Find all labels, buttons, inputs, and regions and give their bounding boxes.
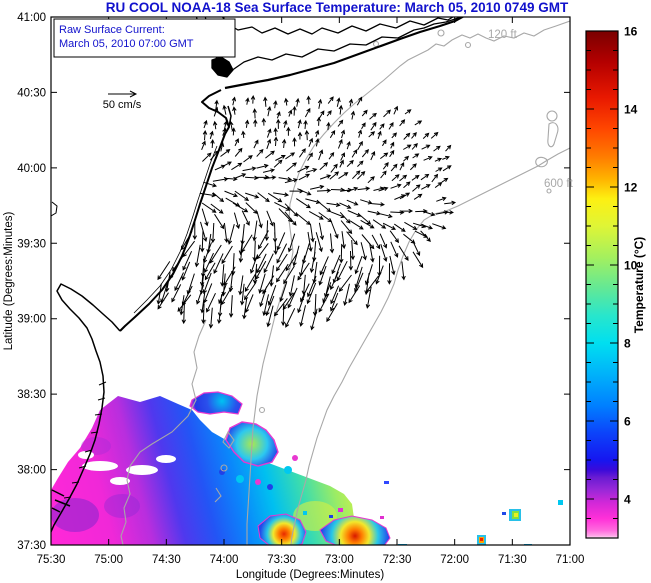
sst-cold-core [51, 498, 99, 532]
quiver-scale: 50 cm/s [103, 90, 142, 111]
colorbar-tick-label: 8 [624, 337, 631, 351]
sst-hot-left [257, 513, 307, 545]
x-tick-label: 72:00 [440, 554, 469, 566]
sst-speck [292, 455, 298, 461]
sst-speck-cluster [477, 535, 486, 545]
cloud-gap [156, 455, 176, 463]
x-axis-label: Longitude (Degrees:Minutes) [236, 569, 384, 581]
y-axis-label: Latitude (Degrees:Minutes) [3, 211, 15, 350]
plot-frame [50, 16, 571, 546]
x-tick-label: 74:30 [152, 554, 181, 566]
colorbar-bar [585, 30, 619, 539]
y-tick-label: 37:30 [17, 540, 46, 552]
contour-islet [214, 487, 222, 503]
annotation-line2: March 05, 2010 07:00 GMT [59, 38, 194, 50]
x-tick-label: 71:30 [498, 554, 527, 566]
y-tick-label: 41:00 [17, 12, 46, 24]
colorbar-label: Temperature (°C) [632, 237, 646, 334]
colorbar-tick-label: 6 [624, 415, 631, 429]
coast-long-island-south [224, 17, 465, 90]
x-tick-label: 74:00 [210, 554, 239, 566]
sst-speck [488, 548, 494, 551]
colorbar: 4 6 8 10 12 14 16 Temperature (°C) [585, 25, 646, 539]
coast-nyc [211, 56, 234, 78]
coast-creek [51, 201, 58, 217]
y-tick-label: 39:30 [17, 238, 46, 250]
bathymetry-contours [120, 20, 570, 545]
sst-speck [329, 515, 333, 518]
sst-speck [255, 479, 261, 485]
contour-islet [372, 40, 380, 48]
colorbar-tick-label: 12 [624, 181, 638, 195]
x-tick-label: 75:30 [37, 554, 66, 566]
x-tick-label: 73:30 [267, 554, 296, 566]
annotation-line1: Raw Surface Current: [59, 24, 165, 36]
contour-islet [546, 110, 558, 122]
current-vector-arrows [156, 95, 457, 331]
sst-speck [267, 484, 273, 490]
colorbar-tick-label: 16 [624, 25, 638, 39]
colorbar-tick-label: 4 [624, 493, 631, 507]
x-tick-label: 73:00 [325, 554, 354, 566]
contour-islet [220, 464, 228, 472]
colorbar-ticks: 4 6 8 10 12 14 16 [586, 25, 638, 519]
sst-cold-core [104, 494, 140, 518]
cloud-gap [110, 477, 130, 485]
coast-inlet-hatches [63, 381, 107, 499]
contour-inshore [120, 319, 207, 545]
colorbar-tick-label: 14 [624, 103, 638, 117]
figure-title: RU COOL NOAA-18 Sea Surface Temperature:… [106, 0, 569, 15]
contour-islet [464, 41, 472, 49]
y-tick-label: 39:00 [17, 314, 46, 326]
sst-speck [284, 466, 292, 474]
sst-speck [338, 508, 343, 512]
contour-loop [535, 156, 548, 168]
sst-speck [303, 511, 307, 515]
annotation-box: Raw Surface Current: March 05, 2010 07:0… [53, 18, 236, 58]
sst-hot-right [319, 515, 391, 545]
sst-speck [380, 516, 384, 519]
contour-label-120ft: 120 ft [488, 29, 518, 41]
contour-islet [547, 122, 559, 148]
coast-nj-bay [133, 145, 218, 314]
cloud-gap [82, 461, 118, 471]
contour-islet [222, 430, 235, 449]
contour-label-600ft: 600 ft [544, 178, 574, 190]
contour-600ft [290, 147, 570, 545]
quiver-scale-label: 50 cm/s [103, 99, 142, 111]
current-vectors [156, 95, 457, 331]
coast-long-island-north [230, 17, 463, 72]
x-tick-label: 71:00 [556, 554, 585, 566]
quiver-scale-arrow-icon [108, 90, 138, 98]
coast-nj-shore [119, 89, 230, 332]
annotation-box-frame [53, 18, 236, 58]
contour-islet [258, 406, 266, 414]
y-tick-label: 40:30 [17, 87, 46, 99]
coast-overlay-marks [51, 489, 71, 513]
axis-ticks: 75:30 75:00 74:30 74:00 73:30 73:00 72:30 72:00… [17, 12, 584, 566]
sst-patch-arc [189, 391, 243, 415]
contour-islet [437, 29, 445, 37]
coast-mainland-north [221, 17, 455, 35]
cloud-gap [126, 465, 158, 475]
contour-islet [546, 188, 552, 194]
contour-120ft [246, 20, 570, 545]
sst-speck [558, 500, 563, 505]
sst-color-layer [51, 391, 563, 551]
sst-speck [384, 481, 389, 484]
y-tick-label: 38:00 [17, 465, 46, 477]
x-tick-label: 72:30 [383, 554, 412, 566]
sst-speck-cluster [502, 509, 521, 521]
y-tick-label: 38:30 [17, 389, 46, 401]
sst-speck [236, 475, 244, 483]
sst-main-patch [51, 396, 354, 545]
x-tick-label: 75:00 [94, 554, 123, 566]
colorbar-tick-label: 10 [624, 259, 638, 273]
sst-warm-tint [293, 501, 337, 531]
y-tick-label: 40:00 [17, 163, 46, 175]
coast-delaware-bay [51, 283, 121, 534]
